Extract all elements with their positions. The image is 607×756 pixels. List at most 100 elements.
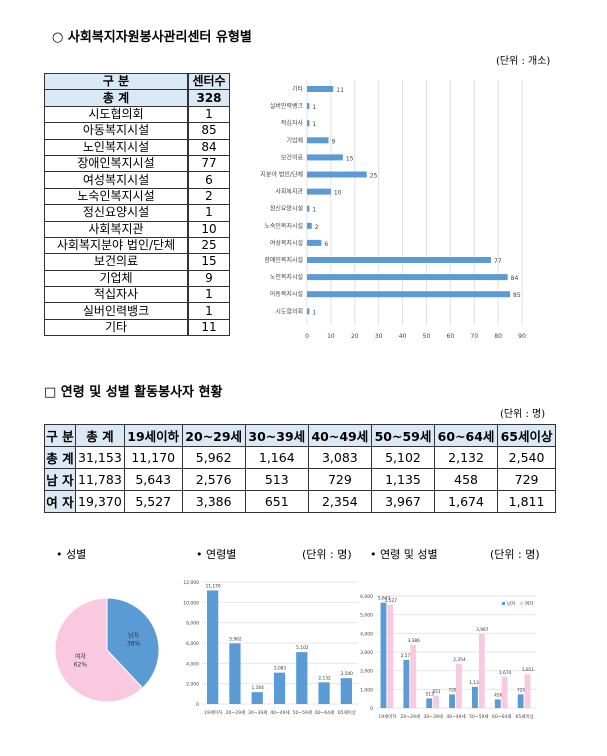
category-label: 50~59세 (293, 709, 312, 716)
table-cell: 15 (187, 253, 230, 271)
category-label: 40~49세 (446, 713, 465, 720)
data-label: 6 (324, 241, 328, 248)
bar (318, 682, 330, 704)
category-label: 20~29세 (401, 713, 420, 720)
category-label: 60~64세 (315, 709, 334, 716)
table-cell: 실버인력뱅크 (44, 302, 189, 320)
data-label: 2,576 (401, 653, 414, 659)
agegender-label: • 연령 및 성별 (370, 548, 438, 561)
bar (307, 239, 322, 246)
data-label: 2,540 (341, 671, 354, 677)
table-row: 정신요양시설 1 (44, 204, 230, 222)
table-cell: 2,576 (181, 468, 246, 491)
data-label: 1,135 (469, 680, 482, 686)
table-cell: 10 (187, 220, 230, 238)
tick-label: 8,000 (186, 621, 199, 627)
data-label: 84 (511, 275, 519, 282)
table-cell: 65세이상 (497, 424, 556, 447)
table-cell: 여성복지시설 (44, 171, 189, 189)
bar (229, 643, 241, 704)
table-cell: 19,370 (74, 490, 125, 513)
table-cell: 729 (307, 468, 372, 491)
table-cell: 513 (244, 468, 309, 491)
table-row: 장애인복지시설 77 (44, 154, 230, 173)
category-label: 60~64세 (492, 713, 511, 720)
category-label: 20~29세 (226, 709, 245, 716)
bar (307, 274, 508, 281)
category-label: 장애인복지시설 (264, 256, 303, 264)
table-cell: 5,527 (123, 490, 183, 513)
data-label: 651 (432, 689, 440, 695)
bar (307, 137, 329, 144)
bar (340, 678, 352, 704)
table-row: 보건의료 15 (44, 253, 230, 271)
data-label: 10 (334, 190, 342, 197)
table-cell: 기타 (44, 318, 189, 337)
section1-title: ○ 사회복지자원봉사관리센터 유형별 (52, 30, 252, 45)
data-label: 3,083 (274, 666, 287, 672)
data-label: 85 (513, 292, 521, 299)
table-cell: 1 (187, 286, 230, 304)
pie-slice (106, 597, 160, 689)
bar (387, 604, 394, 708)
tick-label: 6,000 (360, 594, 373, 600)
age-unit: (단위 : 명) (302, 548, 352, 561)
tick-label: 60 (447, 333, 455, 340)
data-label: 1,164 (252, 685, 265, 691)
bar (296, 652, 308, 704)
table-cell: 328 (187, 89, 230, 107)
data-label: 15 (346, 155, 354, 162)
bar (307, 222, 312, 229)
table-row: 시도협의회 1 (44, 105, 230, 124)
bar (524, 674, 531, 708)
section2-unit: (단위 : 명) (500, 409, 546, 420)
data-label: 1 (312, 121, 316, 128)
data-label: 729 (517, 687, 525, 693)
table-row: 기업체 9 (44, 269, 230, 288)
data-label: 5,102 (296, 645, 309, 651)
data-label: 1 (312, 104, 316, 111)
slice-label: 남자 (128, 631, 140, 639)
bar (307, 188, 331, 195)
category-label: 50~59세 (469, 713, 488, 720)
data-label: 3,967 (476, 627, 489, 633)
table-cell: 보건의료 (44, 253, 189, 271)
table-cell: 85 (187, 122, 230, 140)
legend-label: 여자 (525, 600, 534, 607)
tick-label: 12,000 (183, 580, 199, 586)
bar (307, 103, 310, 110)
table-cell: 651 (244, 490, 309, 513)
table-cell: 2,132 (434, 446, 499, 469)
category-label: 아동복지시설 (270, 290, 303, 298)
table-cell: 1 (187, 204, 230, 222)
table-cell: 사회복지관 (44, 220, 189, 238)
bar (307, 308, 310, 315)
tick-label: 1,000 (360, 687, 373, 693)
slice-label: 여자 (75, 653, 87, 661)
bar (478, 633, 485, 708)
bar (307, 205, 310, 212)
table-cell: 3,967 (370, 490, 436, 513)
data-label: 2,132 (318, 675, 331, 681)
table-cell: 여 자 (44, 490, 76, 513)
tick-label: 5,000 (360, 613, 373, 619)
header-cell: 구 분 (44, 72, 189, 91)
table-row: 노숙인복지시설 2 (44, 187, 230, 206)
data-label: 11 (336, 87, 344, 94)
table-cell: 노인복지시설 (44, 138, 189, 156)
table-cell: 노숙인복지시설 (44, 187, 189, 206)
table-cell: 5,643 (123, 468, 183, 491)
bar (307, 257, 491, 263)
bar (426, 698, 433, 708)
bar (380, 602, 387, 708)
category-label: 노인복지시설 (270, 273, 303, 281)
pie-slice (55, 597, 144, 703)
data-label: 11,170 (206, 583, 221, 589)
bar (307, 86, 334, 92)
tick-label: 40 (399, 333, 407, 340)
table-row: 적십자사 1 (44, 286, 230, 304)
